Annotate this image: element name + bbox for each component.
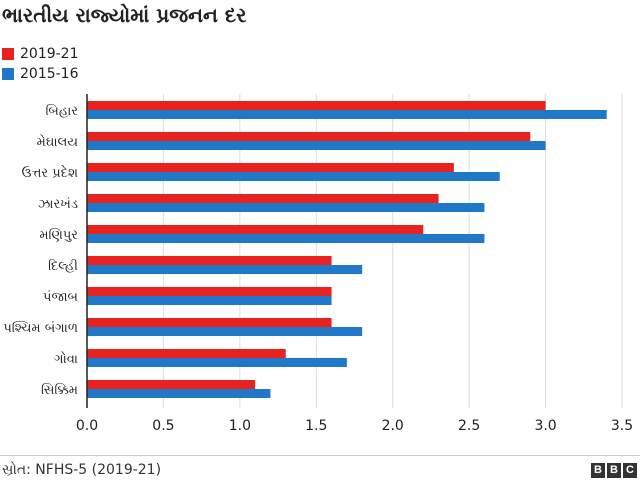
bbc-logo-letter: B — [607, 463, 621, 478]
category-label: બિહાર — [45, 103, 78, 119]
category-label: ઝારખંડ — [38, 197, 78, 212]
x-tick-label: 2.5 — [458, 418, 480, 434]
bar-2015-16-4 — [87, 203, 485, 212]
legend-swatch-2015-16 — [2, 68, 14, 80]
x-tick-label: 0.5 — [152, 418, 174, 434]
legend: 2019-21 2015-16 — [2, 44, 79, 84]
source-note: સ્રોત: NFHS-5 (2019-21) — [2, 462, 162, 478]
bar-2019-21-10 — [87, 380, 256, 389]
bar-2015-16-6 — [87, 265, 363, 274]
bar-2019-21-9 — [87, 349, 286, 358]
bbc-logo-letter: C — [623, 463, 637, 478]
bar-2015-16-2 — [87, 141, 546, 150]
bar-2019-21-8 — [87, 318, 332, 327]
category-label: મણિપુર — [39, 227, 78, 243]
legend-swatch-2019-21 — [2, 48, 14, 60]
category-label: ગોવા — [54, 351, 78, 367]
legend-label-2019-21: 2019-21 — [20, 46, 79, 62]
category-label: ઉત્તર પ્રદેશ — [22, 164, 78, 181]
bar-2015-16-7 — [87, 296, 332, 305]
legend-label-2015-16: 2015-16 — [20, 66, 79, 82]
bar-2015-16-1 — [87, 110, 607, 119]
bar-2019-21-6 — [87, 256, 332, 265]
x-tick-label: 1.0 — [229, 418, 251, 434]
x-tick-label: 3.5 — [611, 418, 633, 434]
category-label: દિલ્હી — [48, 258, 78, 274]
chart-title: ભારતીય રાજ્યોમાં પ્રજનન દર — [2, 3, 247, 27]
bar-2015-16-8 — [87, 327, 363, 336]
bar-2015-16-3 — [87, 172, 500, 181]
bar-2015-16-5 — [87, 234, 485, 243]
x-tick-label: 1.5 — [305, 418, 327, 434]
bar-2019-21-1 — [87, 101, 546, 110]
x-tick-label: 3.0 — [534, 418, 556, 434]
footer-divider — [0, 455, 640, 456]
category-label: પંજાબ — [43, 290, 78, 305]
bar-2019-21-3 — [87, 163, 454, 172]
category-label: સિક્કિમ — [41, 382, 78, 398]
bar-2019-21-5 — [87, 225, 424, 234]
x-tick-label: 2.0 — [382, 418, 404, 434]
x-tick-label: 0.0 — [76, 418, 98, 434]
bbc-logo-letter: B — [591, 463, 605, 478]
bar-2015-16-9 — [87, 358, 347, 367]
bar-2019-21-7 — [87, 287, 332, 296]
bbc-logo: B B C — [591, 463, 637, 478]
category-label: મેઘાલય — [37, 134, 79, 150]
category-label: પશ્ચિમ બંગાળ — [3, 320, 78, 336]
legend-item-2015-16: 2015-16 — [2, 64, 79, 84]
legend-item-2019-21: 2019-21 — [2, 44, 79, 64]
bar-2015-16-10 — [87, 389, 271, 398]
bar-2019-21-2 — [87, 132, 531, 141]
bar-2019-21-4 — [87, 194, 439, 203]
bar-chart: 0.0 0.5 1.0 1.5 2.0 2.5 3.0 3.5 બિહાર મેઘાલય ઉત્તર… — [3, 94, 633, 434]
